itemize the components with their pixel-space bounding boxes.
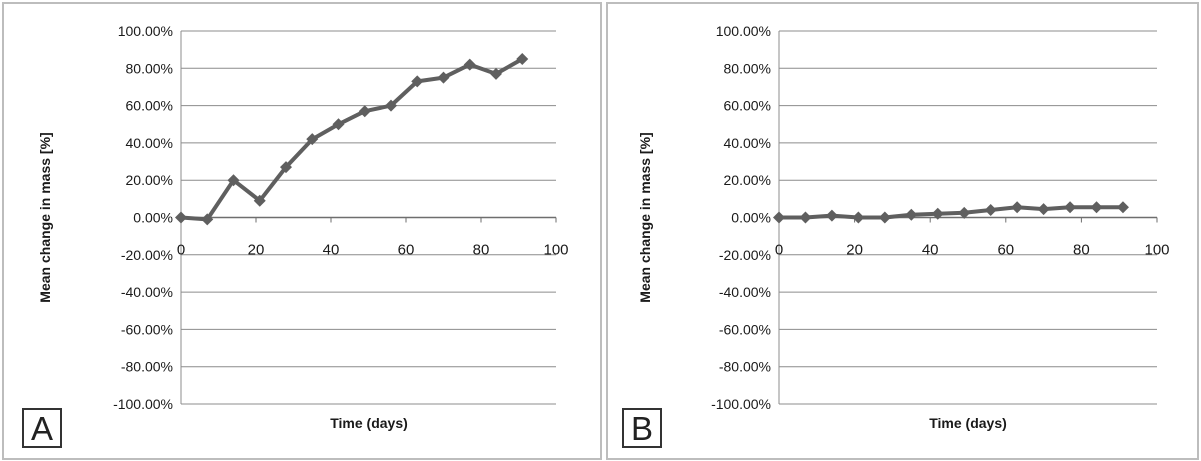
y-tick-label: -60.00% bbox=[719, 321, 771, 337]
y-tick-label: 0.00% bbox=[731, 210, 771, 226]
data-point bbox=[773, 211, 785, 224]
data-point bbox=[852, 211, 865, 224]
x-tick-label: 20 bbox=[846, 242, 863, 259]
y-tick-label: -40.00% bbox=[719, 284, 771, 300]
y-tick-label: 20.00% bbox=[724, 172, 771, 188]
x-tick-label: 60 bbox=[398, 242, 415, 259]
y-tick-label: 40.00% bbox=[724, 135, 771, 151]
y-axis-title: Mean change in mass [%] bbox=[637, 132, 653, 302]
panel-label-b: B bbox=[622, 408, 662, 448]
data-point bbox=[490, 67, 502, 80]
data-point bbox=[878, 211, 891, 224]
data-point bbox=[1064, 201, 1077, 214]
data-point bbox=[1090, 201, 1103, 214]
data-point bbox=[516, 52, 529, 65]
y-tick-label: 40.00% bbox=[126, 135, 173, 151]
y-tick-label: -100.00% bbox=[711, 396, 771, 412]
x-tick-label: 0 bbox=[775, 242, 783, 259]
x-tick-label: 80 bbox=[1073, 242, 1090, 259]
data-point bbox=[385, 99, 397, 112]
data-point bbox=[1011, 201, 1024, 214]
y-tick-label: 80.00% bbox=[724, 60, 771, 76]
y-tick-label: -20.00% bbox=[121, 247, 173, 263]
y-tick-label: 100.00% bbox=[118, 23, 173, 39]
y-tick-label: -80.00% bbox=[719, 359, 771, 375]
x-tick-label: 100 bbox=[1144, 242, 1169, 259]
x-axis-title: Time (days) bbox=[929, 415, 1007, 431]
chart-b: 100.00% 80.00% 60.00% 40.00% 20.00% 0.00% -20.… bbox=[637, 23, 1170, 431]
data-point bbox=[905, 208, 918, 221]
data-point bbox=[280, 161, 292, 174]
y-tick-label: 0.00% bbox=[133, 210, 173, 226]
data-point bbox=[175, 211, 187, 224]
y-tick-label: 60.00% bbox=[126, 98, 173, 114]
chart-panel-b: 100.00% 80.00% 60.00% 40.00% 20.00% 0.00% -20.… bbox=[604, 0, 1201, 461]
data-point bbox=[332, 118, 345, 131]
y-tick-label: -80.00% bbox=[121, 359, 173, 375]
x-tick-label: 60 bbox=[997, 242, 1014, 259]
x-axis-title: Time (days) bbox=[330, 415, 408, 431]
data-point bbox=[306, 133, 319, 146]
y-tick-label: 60.00% bbox=[724, 98, 771, 114]
data-point bbox=[463, 58, 476, 71]
data-point bbox=[253, 194, 266, 207]
x-tick-label: 80 bbox=[473, 242, 490, 259]
y-tick-label: -60.00% bbox=[121, 321, 173, 337]
panel-label-a: A bbox=[22, 408, 62, 448]
series-line bbox=[179, 57, 525, 222]
y-tick-label: -20.00% bbox=[719, 247, 771, 263]
y-tick-label: 100.00% bbox=[716, 23, 771, 39]
x-tick-label: 40 bbox=[922, 242, 939, 259]
data-point bbox=[825, 209, 838, 222]
data-point bbox=[411, 75, 424, 88]
y-tick-label: 20.00% bbox=[126, 172, 173, 188]
x-tick-label: 20 bbox=[248, 242, 265, 259]
data-point bbox=[984, 204, 997, 217]
y-tick-label: -40.00% bbox=[121, 284, 173, 300]
chart-a: 100.00% 80.00% 60.00% 40.00% 20.00% 0.00% -20.… bbox=[37, 23, 569, 431]
data-point bbox=[931, 207, 944, 220]
panel-border bbox=[606, 2, 1199, 460]
y-axis-title: Mean change in mass [%] bbox=[37, 132, 53, 302]
x-tick-label: 40 bbox=[323, 242, 340, 259]
data-point bbox=[358, 105, 371, 118]
x-tick-label: 100 bbox=[543, 242, 568, 259]
y-tick-label: -100.00% bbox=[113, 396, 173, 412]
data-point bbox=[201, 213, 214, 226]
data-point bbox=[958, 206, 971, 219]
y-tick-label: 80.00% bbox=[126, 60, 173, 76]
data-point bbox=[799, 211, 812, 224]
chart-panel-a: 100.00% 80.00% 60.00% 40.00% 20.00% 0.00% -20.… bbox=[2, 2, 602, 460]
panel-border bbox=[2, 2, 602, 460]
data-point bbox=[1116, 201, 1129, 214]
data-point bbox=[227, 174, 240, 187]
x-tick-label: 0 bbox=[177, 242, 185, 259]
data-point bbox=[1037, 203, 1050, 216]
data-point bbox=[437, 71, 450, 84]
